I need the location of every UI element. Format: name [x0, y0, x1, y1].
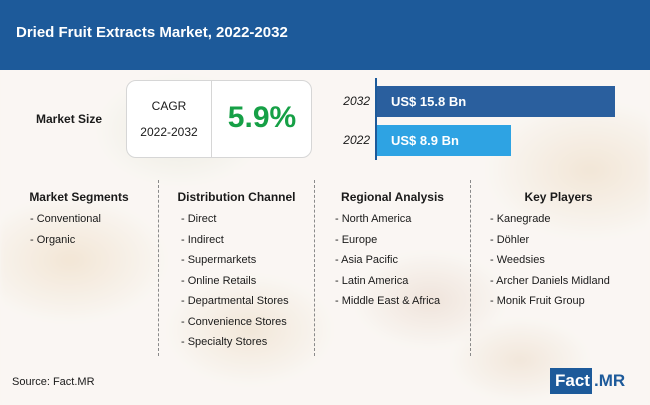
logo-text-fact: Fact: [550, 368, 592, 394]
bar-value-label-2032: US$ 15.8 Bn: [391, 94, 467, 109]
players-list: - Kanegrade - Döhler - Weedsies - Archer…: [471, 209, 646, 312]
list-item: - Organic: [30, 233, 76, 246]
cagr-period: 2022-2032: [140, 125, 198, 139]
segments-list: - Conventional - Organic: [0, 209, 158, 250]
list-item: - Döhler: [490, 233, 530, 246]
chart-axis-line: [375, 78, 377, 160]
list-item: - North America: [335, 213, 412, 225]
page-title: Dried Fruit Extracts Market, 2022-2032: [16, 24, 288, 41]
distribution-list: - Direct - Indirect - Supermarkets - Onl…: [159, 209, 314, 353]
list-item: - Supermarkets: [181, 254, 257, 266]
players-heading: Key Players: [524, 190, 593, 204]
segments-heading: Market Segments: [29, 190, 129, 204]
list-item: - Conventional: [30, 213, 101, 225]
bar-2032: US$ 15.8 Bn: [377, 86, 615, 117]
players-column: Key Players - Kanegrade - Döhler - Weeds…: [470, 180, 646, 356]
segments-column: Market Segments - Conventional - Organic: [0, 180, 158, 356]
list-item: - Middle East & Africa: [335, 295, 441, 307]
distribution-column: Distribution Channel - Direct - Indirect…: [158, 180, 314, 356]
year-label-2032: 2032: [343, 94, 370, 108]
bar-2022: US$ 8.9 Bn: [377, 125, 511, 156]
list-item: - Monik Fruit Group: [490, 295, 585, 307]
logo-text-mr: .MR: [593, 371, 626, 390]
market-size-chart: 2032 US$ 15.8 Bn 2022 US$ 8.9 Bn: [320, 78, 650, 164]
list-item: - Specialty Stores: [181, 336, 268, 348]
list-item: - Europe: [335, 233, 378, 246]
cagr-label: CAGR: [151, 99, 187, 113]
list-item: - Convenience Stores: [181, 315, 287, 328]
list-item: - Asia Pacific: [335, 254, 398, 266]
list-item: - Kanegrade: [490, 213, 551, 225]
market-size-label: Market Size: [36, 112, 103, 126]
year-label-2022: 2022: [343, 133, 370, 147]
regional-list: - North America - Europe - Asia Pacific …: [315, 209, 470, 312]
regional-heading: Regional Analysis: [341, 190, 444, 204]
regional-column: Regional Analysis - North America - Euro…: [314, 180, 470, 356]
list-item: - Direct: [181, 213, 217, 225]
list-item: - Online Retails: [181, 274, 257, 287]
list-item: - Archer Daniels Midland: [490, 274, 610, 287]
cagr-divider: [211, 81, 212, 157]
list-item: - Weedsies: [490, 254, 545, 266]
factmr-logo: Fact .MR: [550, 368, 625, 394]
cagr-value: 5.9%: [227, 101, 297, 134]
list-item: - Indirect: [181, 233, 224, 246]
source-note: Source: Fact.MR: [12, 376, 95, 388]
distribution-heading: Distribution Channel: [177, 190, 296, 204]
title-banner: Dried Fruit Extracts Market, 2022-2032: [0, 0, 650, 70]
bar-value-label-2022: US$ 8.9 Bn: [391, 133, 459, 148]
list-item: - Departmental Stores: [181, 295, 289, 307]
info-columns: Market Segments - Conventional - Organic…: [0, 180, 650, 360]
cagr-card: CAGR 2022-2032 5.9%: [126, 80, 312, 158]
list-item: - Latin America: [335, 274, 409, 287]
